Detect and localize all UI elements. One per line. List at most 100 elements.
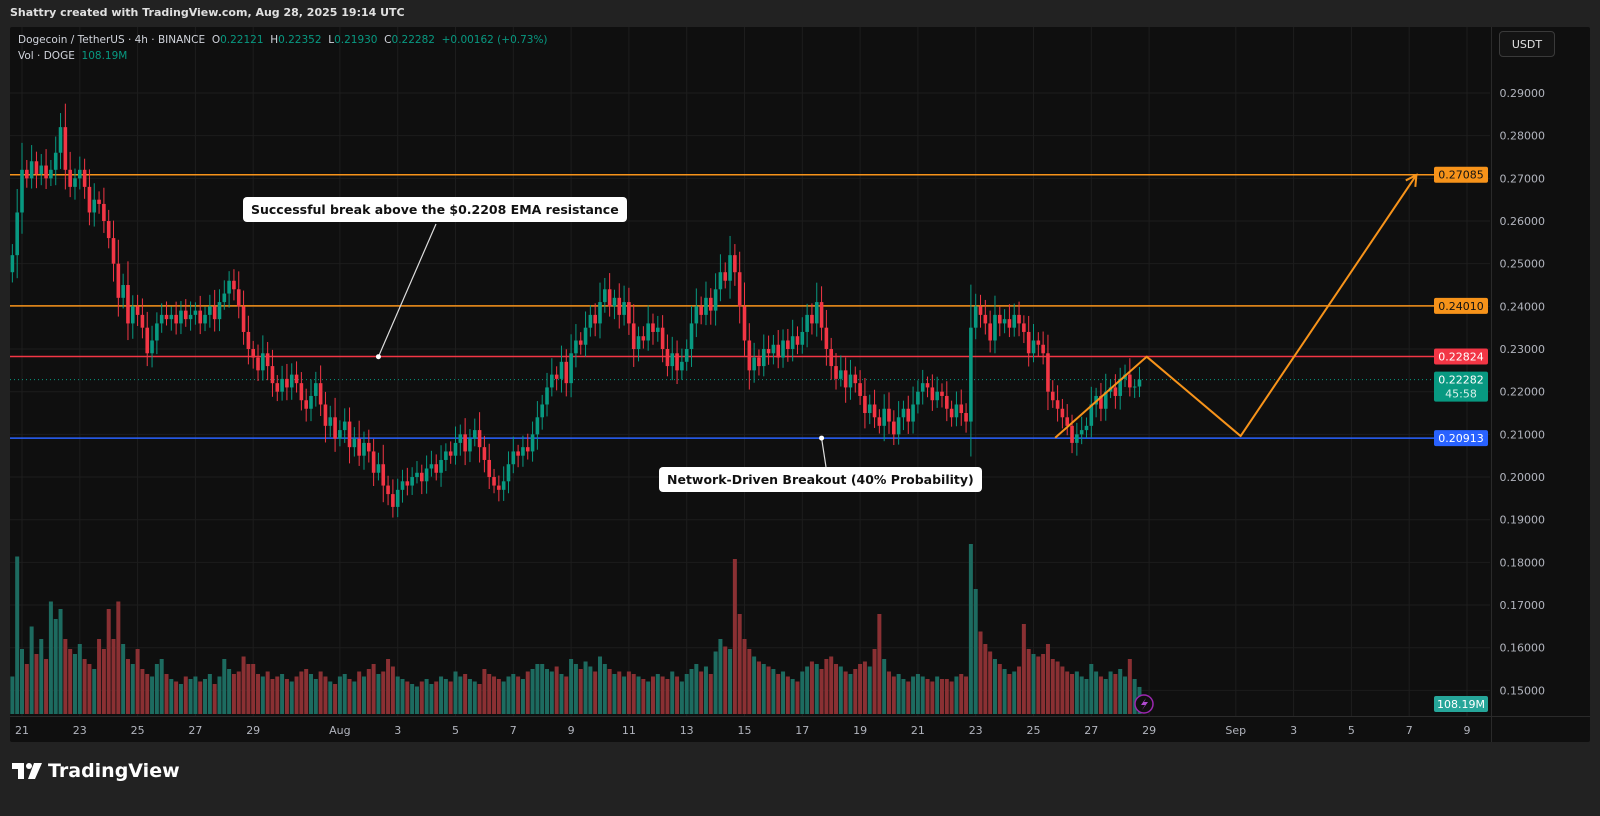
volume-bar (819, 669, 824, 714)
projection-line (1054, 174, 1418, 439)
candle-body (159, 314, 164, 324)
volume-bar (39, 639, 44, 714)
volume-bar (935, 676, 940, 714)
candle-body (550, 374, 554, 388)
volume-bar (785, 676, 790, 714)
volume-bar (390, 666, 395, 714)
volume-bar (1070, 674, 1075, 714)
candle-body (925, 383, 930, 388)
volume-bar (400, 679, 405, 714)
candle-body (973, 306, 978, 328)
candle-body (121, 285, 125, 298)
volume-bar (111, 639, 116, 714)
volume-bar (328, 681, 333, 714)
date-tick-label: 13 (680, 724, 694, 737)
candle-body (501, 481, 506, 490)
annotation-anchor-dot (819, 435, 825, 441)
candle-body (434, 464, 439, 473)
candle-body (314, 383, 318, 396)
candle-body (227, 280, 231, 294)
volume-bar (891, 676, 896, 714)
candle-body (684, 349, 689, 362)
candle-body (916, 391, 920, 405)
chart-panel[interactable] (10, 27, 1590, 742)
volume-bar (973, 589, 978, 714)
candle-body (583, 327, 588, 345)
candle-body (323, 404, 328, 426)
volume-bar (949, 681, 954, 714)
annotation-pointer (820, 437, 827, 468)
candle-body (1099, 395, 1103, 409)
volume-bar (834, 664, 839, 714)
candle-body (997, 314, 1002, 324)
volume-bar (930, 681, 935, 714)
volume-legend[interactable]: Vol · DOGE 108.19M (18, 50, 127, 62)
volume-bar (964, 676, 969, 714)
volume-bar (429, 684, 434, 714)
volume-bar (140, 669, 145, 714)
candle-body (395, 489, 400, 507)
high-value: 0.22352 (278, 34, 322, 46)
volume-bar (92, 669, 97, 714)
candle-body (1026, 331, 1031, 354)
volume-bar (145, 674, 150, 714)
close-label: C (384, 34, 392, 46)
volume-bar (154, 664, 159, 714)
date-tick-label: 7 (510, 724, 517, 737)
low-label: L (328, 34, 335, 46)
candle-body (68, 169, 72, 187)
volume-bar (448, 681, 453, 714)
candle-body (680, 361, 684, 371)
candle-body (1079, 430, 1084, 435)
candle-body (598, 302, 602, 324)
volume-bar (607, 669, 612, 714)
candle-body (651, 323, 655, 332)
candle-body (704, 297, 708, 315)
candles (10, 103, 1142, 518)
candle-body (665, 349, 670, 367)
volume-bar (516, 676, 521, 714)
lightning-icon[interactable] (1134, 694, 1154, 714)
grid (10, 27, 1490, 716)
candle-body (106, 221, 111, 239)
candle-body (15, 212, 19, 256)
volume-bar (487, 674, 492, 714)
volume-bar (612, 674, 617, 714)
volume-badge: 108.19M (1437, 698, 1485, 711)
volume-bar (1050, 659, 1055, 714)
volume-bar (1108, 671, 1113, 714)
candle-body (309, 395, 313, 409)
candle-body (92, 199, 97, 213)
volume-bar (1012, 671, 1017, 714)
currency-button[interactable]: USDT (1499, 31, 1555, 57)
candle-body (752, 357, 756, 371)
candle-body (588, 314, 593, 328)
candle-body (97, 199, 101, 204)
volume-bar (535, 664, 540, 714)
chart-credit: Shattry created with TradingView.com, Au… (10, 6, 405, 19)
candle-body (525, 447, 530, 452)
volume-bar (713, 651, 718, 714)
candle-body (1002, 319, 1007, 324)
price-tick-label: 0.16000 (1500, 642, 1546, 655)
volume-bar (728, 649, 733, 714)
volume-bar (68, 649, 73, 714)
volume-bar (1079, 676, 1084, 714)
logo-text: TradingView (48, 760, 180, 782)
candle-body (82, 169, 87, 187)
candle-body (130, 306, 135, 324)
candle-body (1050, 391, 1055, 401)
annotation-ema-break[interactable]: Successful break above the $0.2208 EMA r… (243, 197, 627, 222)
volume-bar (347, 679, 352, 714)
candle-body (212, 306, 217, 320)
volume-bar (655, 674, 660, 714)
annotation-network-breakout[interactable]: Network-Driven Breakout (40% Probability… (659, 467, 982, 492)
tradingview-logo[interactable]: TradingView (12, 760, 180, 782)
candle-body (1089, 404, 1094, 426)
volume-bar (106, 609, 111, 714)
volume-bar (703, 666, 708, 714)
volume-bar (178, 684, 183, 714)
candle-body (410, 477, 414, 486)
symbol-legend[interactable]: Dogecoin / TetherUS · 4h · BINANCE O0.22… (18, 34, 548, 46)
